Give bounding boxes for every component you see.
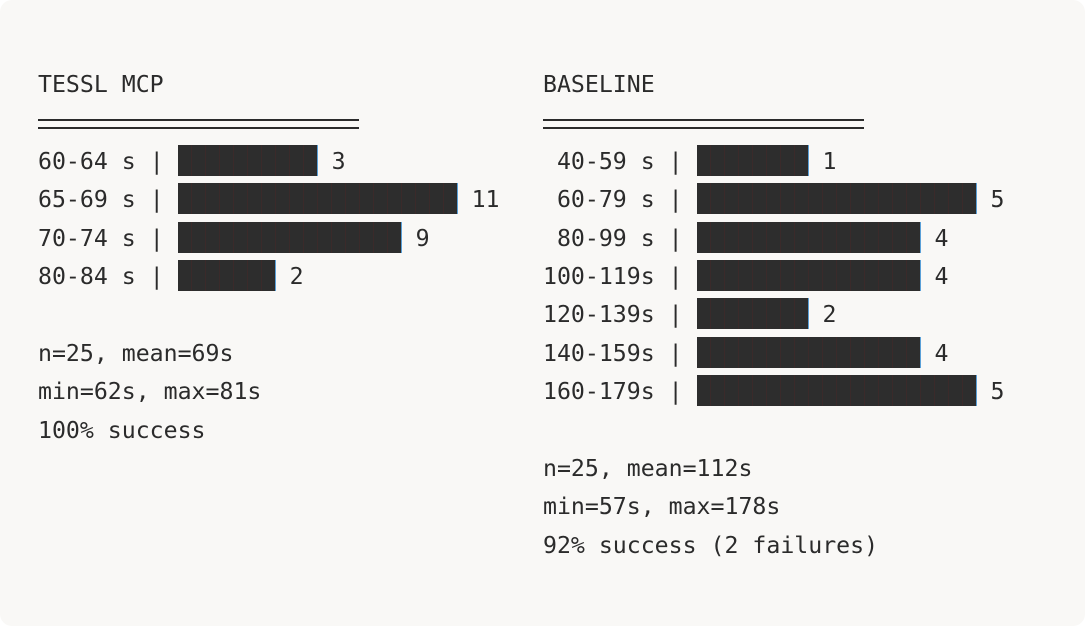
histogram-row: 40-59 s | 1 xyxy=(543,143,1005,181)
histogram-bar xyxy=(696,298,809,330)
bin-label: 65-69 s xyxy=(38,186,136,214)
histogram-title: BASELINE xyxy=(543,71,655,98)
blank-line xyxy=(543,412,1005,450)
summary-line: 100% success xyxy=(38,416,206,444)
histogram-row: 80-99 s | 4 xyxy=(543,220,1005,258)
title-underline xyxy=(543,104,1005,142)
histogram-bar xyxy=(696,336,921,368)
baseline-histogram: BASELINE 40-59 s | 1 60-79 s | 5 80-99 s… xyxy=(543,66,1005,565)
histogram-row: 160-179s | 5 xyxy=(543,373,1005,411)
histogram-row: 80-84 s | 2 xyxy=(38,258,500,296)
bin-label: 60-79 s xyxy=(543,186,655,214)
histogram-bar xyxy=(696,144,809,176)
bin-count: 4 xyxy=(934,262,949,290)
histogram-row: 120-139s | 2 xyxy=(543,296,1005,334)
tessl-mcp-histogram: TESSL MCP 60-64 s | 3 65-69 s | 11 70-74 s … xyxy=(38,66,500,450)
histogram-row: 60-79 s | 5 xyxy=(543,181,1005,219)
bin-count: 4 xyxy=(934,339,949,367)
histogram-bar xyxy=(696,221,921,253)
double-rule xyxy=(38,118,360,129)
histogram-bar xyxy=(177,221,402,253)
bin-label: 80-99 s xyxy=(543,224,655,252)
bin-count: 4 xyxy=(934,224,949,252)
histogram-bar xyxy=(177,144,318,176)
histogram-row: 65-69 s | 11 xyxy=(38,181,500,219)
summary-line: n=25, mean=112s xyxy=(543,454,753,482)
bin-count: 11 xyxy=(471,186,500,214)
histogram-row: 60-64 s | 3 xyxy=(38,143,500,181)
bin-label: 160-179s xyxy=(543,378,655,406)
histogram-bar xyxy=(696,183,977,215)
summary-line: 92% success (2 failures) xyxy=(543,531,879,559)
histogram-row: 100-119s | 4 xyxy=(543,258,1005,296)
bin-count: 5 xyxy=(990,186,1005,214)
bin-count: 5 xyxy=(990,378,1005,406)
bin-label: 120-139s xyxy=(543,301,655,329)
histogram-bar xyxy=(177,259,276,291)
summary-line: min=62s, max=81s xyxy=(38,378,262,406)
bin-label: 40-59 s xyxy=(543,147,655,175)
bin-label: 70-74 s xyxy=(38,224,136,252)
histogram-bar xyxy=(696,375,977,407)
bin-label: 140-159s xyxy=(543,339,655,367)
histogram-row: 70-74 s | 9 xyxy=(38,220,500,258)
bin-label: 60-64 s xyxy=(38,147,136,175)
bin-count: 1 xyxy=(822,147,837,175)
bin-label: 80-84 s xyxy=(38,262,136,290)
histogram-bar xyxy=(177,183,458,215)
histogram-row: 140-159s | 4 xyxy=(543,335,1005,373)
blank-line xyxy=(38,296,500,334)
double-rule xyxy=(543,118,865,129)
title-underline xyxy=(38,104,500,142)
histogram-title: TESSL MCP xyxy=(38,71,164,98)
bin-count: 2 xyxy=(289,262,304,290)
bin-count: 9 xyxy=(415,224,430,252)
bin-count: 2 xyxy=(822,301,837,329)
bin-label: 100-119s xyxy=(543,262,655,290)
bin-count: 3 xyxy=(331,147,346,175)
summary-line: n=25, mean=69s xyxy=(38,339,234,367)
summary-line: min=57s, max=178s xyxy=(543,493,781,521)
histogram-bar xyxy=(696,259,921,291)
